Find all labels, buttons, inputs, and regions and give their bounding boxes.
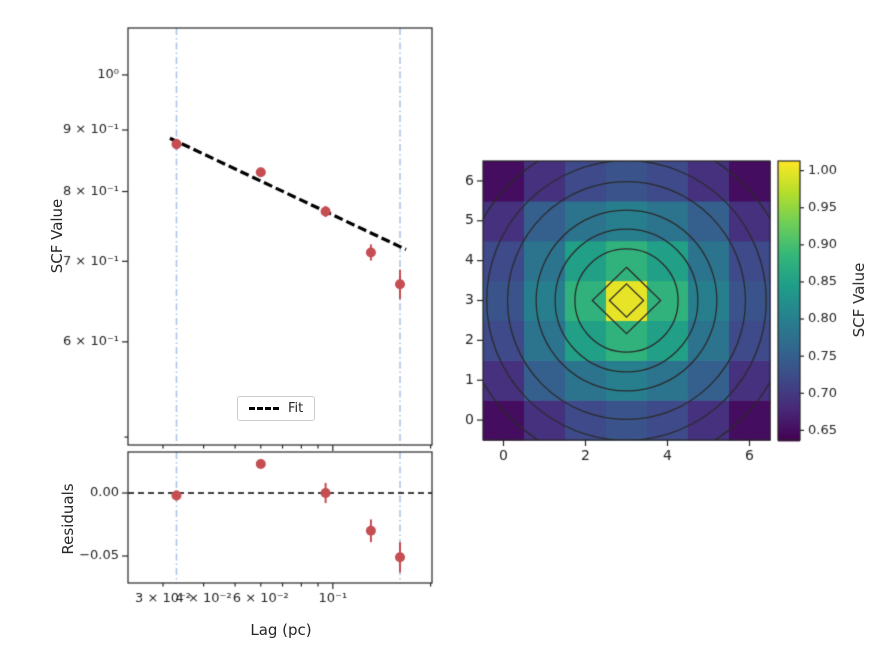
residuals-y-axis-label: Residuals [59,483,77,555]
colorbar-label: SCF Value [850,262,868,338]
legend-fit-label: Fit [288,401,304,416]
legend: Fit [237,396,316,421]
scf-y-axis-label: SCF Value [48,198,66,274]
fit-line-swatch-icon [249,407,279,410]
lag-x-axis-label: Lag (pc) [250,621,312,639]
